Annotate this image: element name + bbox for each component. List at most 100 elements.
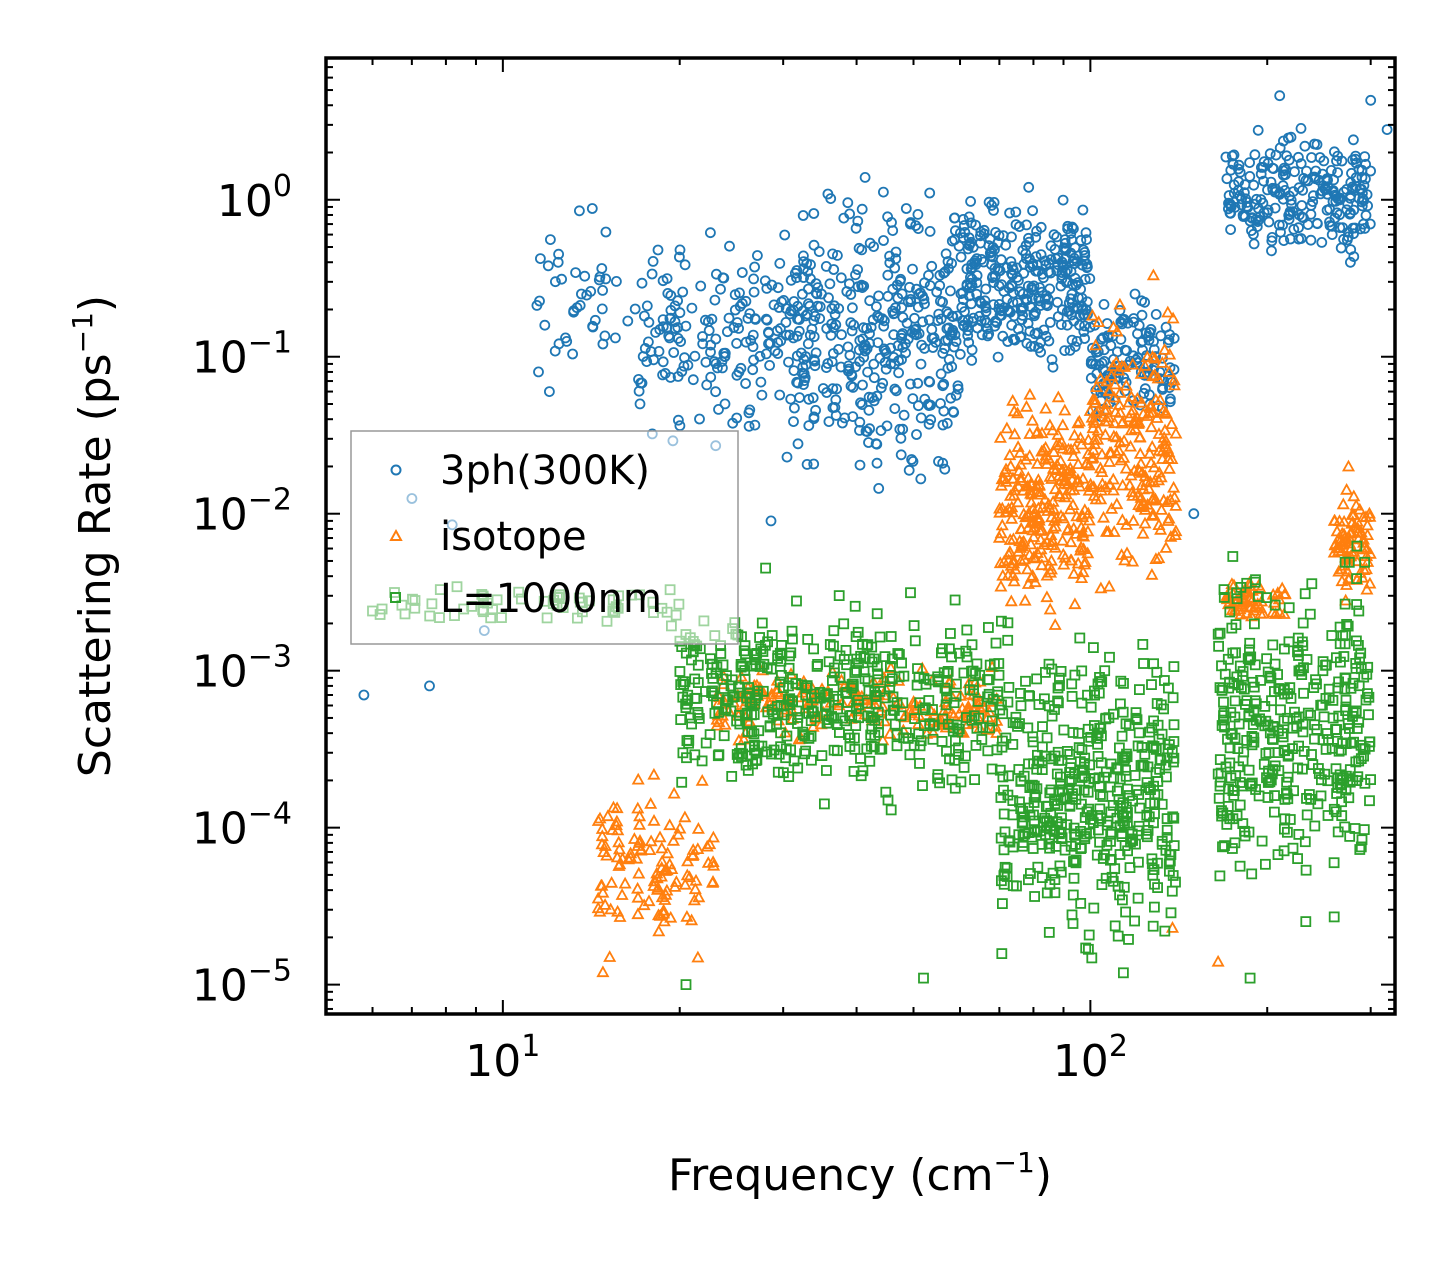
- data-point-square: [1075, 826, 1086, 837]
- data-point-circle: [864, 295, 876, 307]
- data-point-circle: [886, 216, 897, 228]
- data-point-square: [871, 608, 883, 620]
- data-point-triangle: [994, 579, 1008, 592]
- data-point-square: [1089, 689, 1100, 701]
- data-point-square: [1358, 824, 1370, 835]
- data-point-triangle: [1102, 410, 1116, 423]
- data-point-circle: [710, 358, 722, 370]
- data-point-triangle: [605, 823, 619, 835]
- data-point-circle: [665, 371, 676, 383]
- data-point-square: [1027, 736, 1039, 748]
- data-point-circle: [868, 241, 879, 253]
- data-point-circle: [1017, 244, 1029, 256]
- data-point-square: [949, 594, 961, 606]
- data-point-square: [865, 729, 877, 741]
- data-point-triangle: [1106, 320, 1120, 333]
- data-point-square: [1328, 857, 1340, 869]
- data-point-circle: [1266, 235, 1278, 247]
- data-point-triangle: [1115, 416, 1129, 429]
- data-point-circle: [772, 282, 784, 294]
- data-point-square: [720, 704, 731, 716]
- data-point-square: [1267, 639, 1279, 651]
- data-point-triangle: [1021, 509, 1035, 521]
- data-point-square: [884, 681, 896, 693]
- data-point-circle: [845, 380, 857, 392]
- data-point-square: [1046, 710, 1058, 722]
- data-point-square: [1260, 748, 1272, 759]
- y-axis-title-exponent: −1: [66, 312, 99, 353]
- data-point-square: [1344, 764, 1356, 775]
- data-point-circle: [1015, 305, 1027, 317]
- data-point-circle: [988, 196, 1000, 208]
- data-point-circle: [955, 227, 966, 239]
- data-point-circle: [1228, 187, 1240, 199]
- data-point-square: [961, 712, 972, 723]
- data-point-circle: [1324, 220, 1336, 232]
- data-point-square: [787, 633, 798, 645]
- data-point-square: [1229, 837, 1241, 849]
- data-point-square: [1092, 810, 1104, 821]
- data-point-square: [858, 666, 870, 678]
- data-point-circle: [957, 294, 969, 306]
- data-point-triangle: [1005, 505, 1019, 518]
- data-point-square: [809, 711, 821, 723]
- data-point-circle: [1065, 293, 1077, 305]
- data-point-circle: [1071, 256, 1083, 268]
- data-point-circle: [831, 383, 842, 395]
- data-point-square: [1085, 701, 1097, 713]
- data-point-circle: [653, 345, 665, 357]
- data-point-square: [1291, 720, 1303, 732]
- data-point-circle: [954, 348, 966, 360]
- data-point-triangle: [1064, 483, 1078, 496]
- data-point-circle: [1012, 323, 1024, 335]
- data-point-square: [715, 648, 727, 659]
- data-point-square: [1340, 701, 1352, 713]
- legend-label-isotope: isotope: [440, 514, 587, 560]
- data-point-circle: [791, 376, 802, 388]
- data-point-triangle: [1026, 502, 1040, 515]
- data-point-square: [1226, 622, 1238, 634]
- data-point-circle: [1255, 168, 1267, 180]
- data-point-square: [1129, 770, 1141, 781]
- data-point-square: [1061, 793, 1073, 805]
- data-point-square: [1250, 574, 1261, 586]
- data-point-circle: [889, 403, 901, 415]
- data-point-triangle: [603, 950, 617, 962]
- data-point-square: [735, 661, 747, 673]
- data-point-square: [939, 682, 951, 694]
- data-point-circle: [1342, 198, 1354, 210]
- data-point-square: [796, 679, 807, 691]
- data-point-circle: [890, 302, 901, 314]
- data-point-circle: [1084, 321, 1096, 333]
- data-point-circle: [1014, 221, 1025, 233]
- data-point-square: [1264, 670, 1276, 682]
- data-point-square: [1068, 822, 1080, 834]
- data-point-square: [1081, 806, 1093, 818]
- data-point-circle: [1079, 255, 1090, 267]
- data-point-square: [820, 699, 832, 711]
- data-point-circle: [1309, 138, 1320, 150]
- data-point-circle: [995, 254, 1007, 266]
- data-point-circle: [912, 223, 924, 235]
- x-tick-label-base: 10: [1053, 1036, 1109, 1087]
- data-point-square: [1328, 803, 1340, 815]
- data-point-circle: [674, 244, 686, 256]
- data-point-circle: [1021, 294, 1033, 306]
- data-point-square: [1107, 875, 1119, 887]
- data-point-circle: [759, 275, 771, 287]
- data-point-circle: [962, 320, 973, 332]
- data-point-circle: [1057, 194, 1069, 206]
- data-point-square: [1032, 749, 1043, 761]
- data-point-circle: [1266, 231, 1278, 243]
- data-point-triangle: [1030, 485, 1044, 497]
- data-point-triangle: [692, 890, 706, 903]
- data-point-square: [961, 624, 973, 636]
- data-point-triangle: [1040, 568, 1054, 581]
- data-point-circle: [689, 350, 701, 362]
- data-point-triangle: [1146, 491, 1160, 504]
- data-point-square: [969, 774, 980, 785]
- data-point-square: [1288, 785, 1299, 797]
- x-tick-label: 102: [1053, 1029, 1128, 1087]
- data-point-circle: [1286, 198, 1297, 210]
- data-point-square: [967, 665, 979, 677]
